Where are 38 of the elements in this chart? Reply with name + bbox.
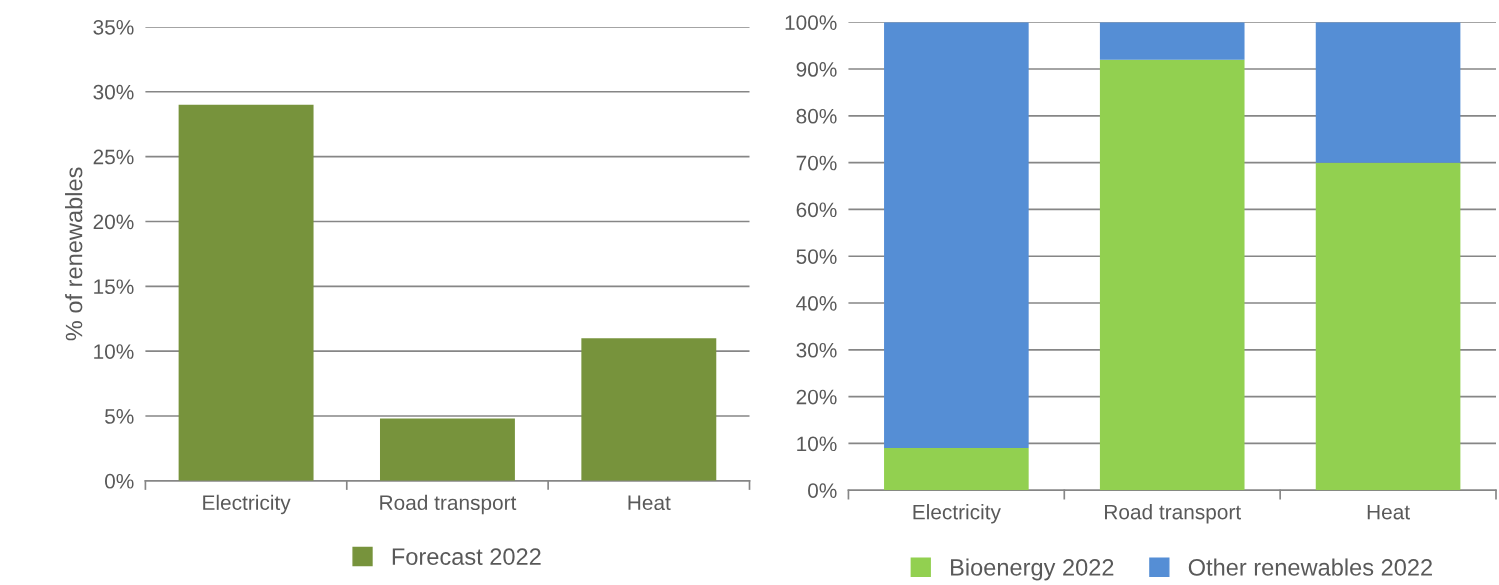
y-tick-label: 50% xyxy=(796,249,837,264)
y-tick-label: 35% xyxy=(93,19,134,35)
y-tick-label: 15% xyxy=(94,279,134,295)
y-tick-label: 20% xyxy=(93,214,134,230)
bar xyxy=(884,448,1029,491)
bar xyxy=(1099,59,1245,491)
legend-label: Other renewables 2022 xyxy=(1188,558,1432,576)
y-tick-label: 80% xyxy=(796,108,837,124)
bar xyxy=(884,22,1029,449)
y-tick-label: 40% xyxy=(796,296,837,311)
y-tick-label: 25% xyxy=(93,149,134,165)
bar xyxy=(1315,22,1461,163)
bar xyxy=(1315,162,1461,491)
x-tick-label: Road transport xyxy=(380,494,517,515)
y-tick-label: 100% xyxy=(785,15,837,30)
y-tick-label: 5% xyxy=(105,409,134,424)
y-tick-label: 10% xyxy=(797,436,837,452)
bar xyxy=(581,338,717,481)
x-tick-label: Heat xyxy=(1367,504,1410,520)
y-tick-label: 30% xyxy=(796,342,837,358)
y-tick-label: 20% xyxy=(796,389,837,405)
y-tick-label: 10% xyxy=(94,344,134,359)
y-tick-label: 30% xyxy=(93,84,134,100)
y-tick-label: 60% xyxy=(796,202,837,218)
x-tick-label: Electricity xyxy=(913,504,1001,524)
y-tick-label: 70% xyxy=(796,155,837,171)
x-tick-label: Electricity xyxy=(203,494,291,515)
bar xyxy=(379,418,515,481)
x-tick-label: Heat xyxy=(628,495,671,511)
y-tick-label: 0% xyxy=(105,473,134,489)
legend-label: Forecast 2022 xyxy=(392,548,541,565)
bar xyxy=(1099,22,1245,60)
y-tick-label: 0% xyxy=(808,483,837,498)
bar xyxy=(178,104,314,481)
x-tick-label: Road transport xyxy=(1105,504,1241,524)
legend-label: Bioenergy 2022 xyxy=(951,558,1114,581)
y-tick-label: 90% xyxy=(796,62,837,77)
y-axis-title: % of renewables xyxy=(65,167,83,341)
